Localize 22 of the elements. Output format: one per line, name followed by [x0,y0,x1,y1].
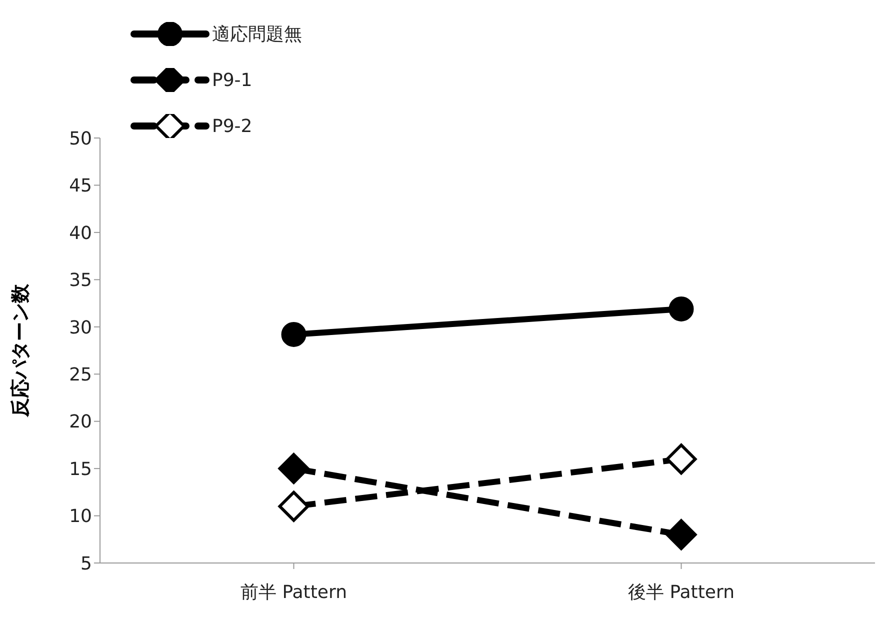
point [278,453,310,484]
point [281,322,306,347]
y-tick-label: 35 [69,270,92,292]
legend-label: 適応問題無 [212,23,302,46]
point [666,444,697,475]
y-tick-label: 50 [69,128,92,150]
y-tick-label: 15 [69,458,92,480]
y-tick-label: 40 [69,222,92,244]
point [666,519,697,550]
y-tick-label: 45 [69,176,92,197]
legend-label: P9-1 [212,70,252,90]
y-tick-label: 25 [69,364,92,386]
y-axis-title: 反応パターン数 [10,283,32,418]
y-tick-label: 20 [69,412,92,433]
point [278,490,310,522]
point [668,296,694,322]
x-tick-label: 前半 Pattern [240,582,347,603]
y-tick-label: 5 [80,553,92,574]
x-tick-label: 後半 Pattern [628,582,734,603]
y-tick-label: 30 [69,317,92,338]
y-tick-label: 10 [69,506,92,528]
legend-label: P9-2 [212,116,252,136]
